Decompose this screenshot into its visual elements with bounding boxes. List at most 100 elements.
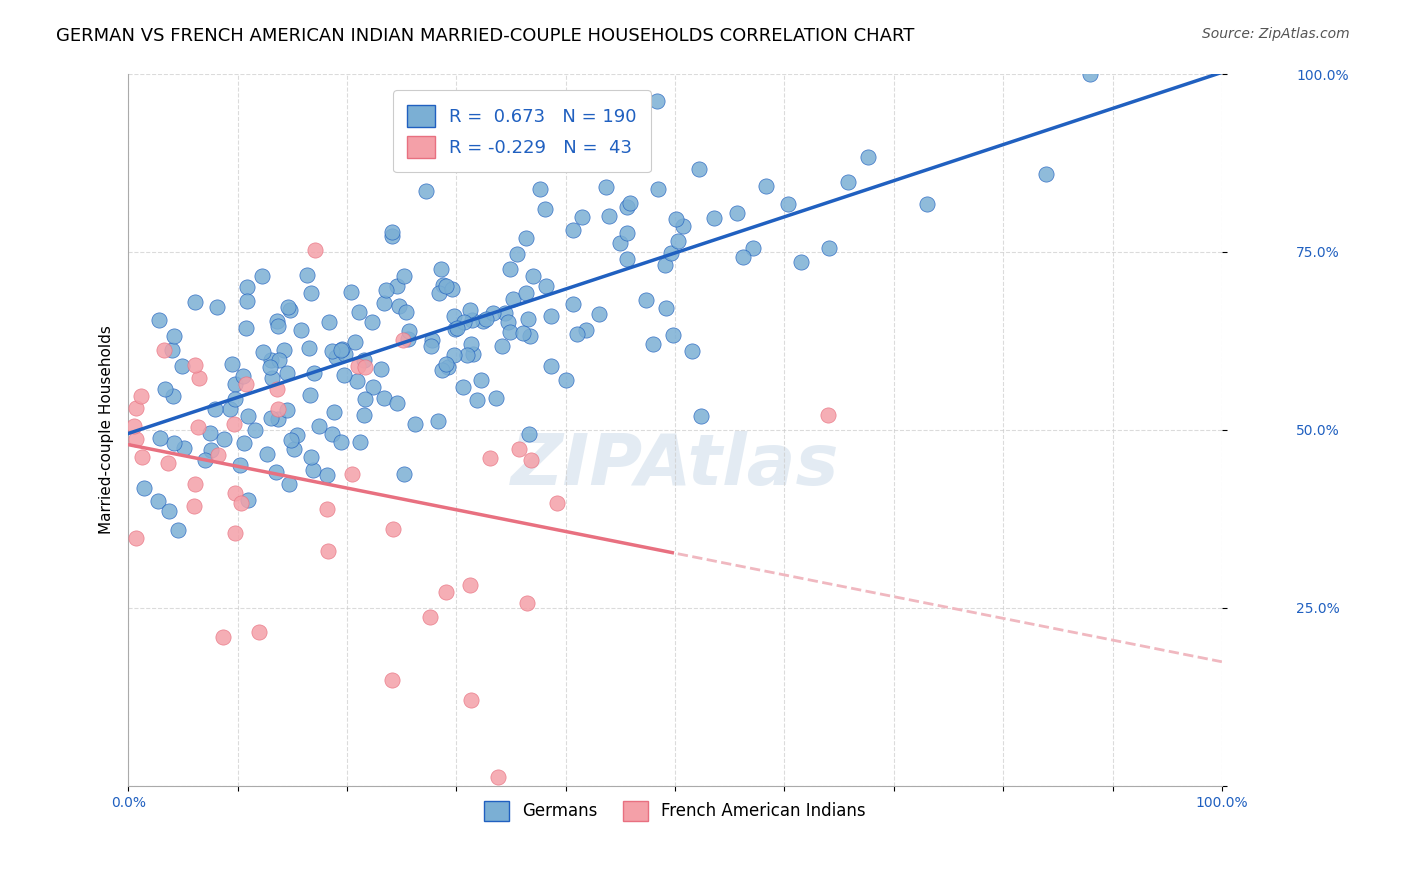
Point	[434, 584, 457, 599]
Point	[224, 486, 246, 500]
Point	[856, 150, 879, 164]
Point	[340, 285, 363, 299]
Point	[349, 434, 371, 449]
Point	[460, 312, 482, 326]
Point	[160, 343, 183, 357]
Point	[479, 450, 502, 465]
Point	[156, 456, 179, 470]
Point	[420, 333, 443, 347]
Point	[588, 307, 610, 321]
Point	[546, 496, 568, 510]
Point	[153, 343, 176, 357]
Point	[915, 196, 938, 211]
Point	[148, 494, 170, 508]
Point	[260, 410, 283, 425]
Point	[184, 358, 207, 372]
Point	[340, 467, 363, 481]
Point	[198, 426, 221, 441]
Point	[224, 376, 246, 391]
Point	[502, 292, 524, 306]
Point	[486, 770, 509, 784]
Point	[485, 391, 508, 405]
Point	[609, 236, 631, 251]
Point	[666, 234, 689, 248]
Point	[529, 182, 551, 196]
Point	[404, 417, 426, 432]
Point	[616, 226, 638, 240]
Point	[515, 286, 537, 301]
Point	[214, 432, 236, 446]
Point	[392, 269, 415, 284]
Point	[385, 278, 408, 293]
Point	[1080, 67, 1102, 81]
Point	[162, 389, 184, 403]
Point	[436, 357, 458, 371]
Point	[419, 610, 441, 624]
Point	[426, 414, 449, 428]
Point	[321, 344, 343, 359]
Point	[299, 450, 322, 464]
Point	[333, 347, 356, 361]
Point	[346, 374, 368, 388]
Point	[280, 433, 302, 447]
Point	[665, 212, 688, 227]
Point	[381, 225, 404, 239]
Point	[837, 175, 859, 189]
Point	[432, 363, 454, 377]
Point	[316, 543, 339, 558]
Point	[232, 369, 254, 384]
Point	[167, 523, 190, 537]
Point	[277, 300, 299, 314]
Point	[441, 282, 464, 296]
Point	[308, 418, 330, 433]
Point	[534, 136, 557, 150]
Point	[278, 476, 301, 491]
Point	[325, 350, 347, 364]
Point	[574, 323, 596, 337]
Point	[276, 367, 298, 381]
Point	[395, 305, 418, 319]
Point	[298, 388, 321, 402]
Point	[540, 309, 562, 323]
Point	[619, 196, 641, 211]
Point	[499, 262, 522, 277]
Point	[353, 408, 375, 422]
Point	[688, 162, 710, 177]
Point	[229, 458, 252, 473]
Point	[276, 403, 298, 417]
Point	[361, 380, 384, 394]
Point	[373, 391, 395, 405]
Point	[494, 306, 516, 320]
Point	[645, 94, 668, 108]
Point	[391, 333, 413, 347]
Point	[515, 231, 537, 245]
Point	[236, 493, 259, 508]
Point	[432, 278, 454, 293]
Point	[329, 343, 352, 358]
Point	[460, 337, 482, 351]
Point	[200, 442, 222, 457]
Point	[347, 305, 370, 319]
Point	[454, 150, 477, 164]
Point	[789, 254, 811, 268]
Point	[375, 283, 398, 297]
Point	[247, 625, 270, 640]
Point	[522, 268, 544, 283]
Point	[207, 448, 229, 462]
Point	[347, 359, 370, 374]
Point	[456, 348, 478, 362]
Point	[598, 209, 620, 223]
Point	[353, 392, 375, 407]
Point	[519, 453, 541, 467]
Point	[540, 359, 562, 374]
Point	[388, 299, 411, 313]
Point	[817, 241, 839, 255]
Point	[659, 246, 682, 260]
Point	[533, 202, 555, 216]
Point	[183, 476, 205, 491]
Point	[266, 314, 288, 328]
Point	[381, 673, 404, 688]
Point	[221, 358, 243, 372]
Point	[329, 434, 352, 449]
Point	[506, 247, 529, 261]
